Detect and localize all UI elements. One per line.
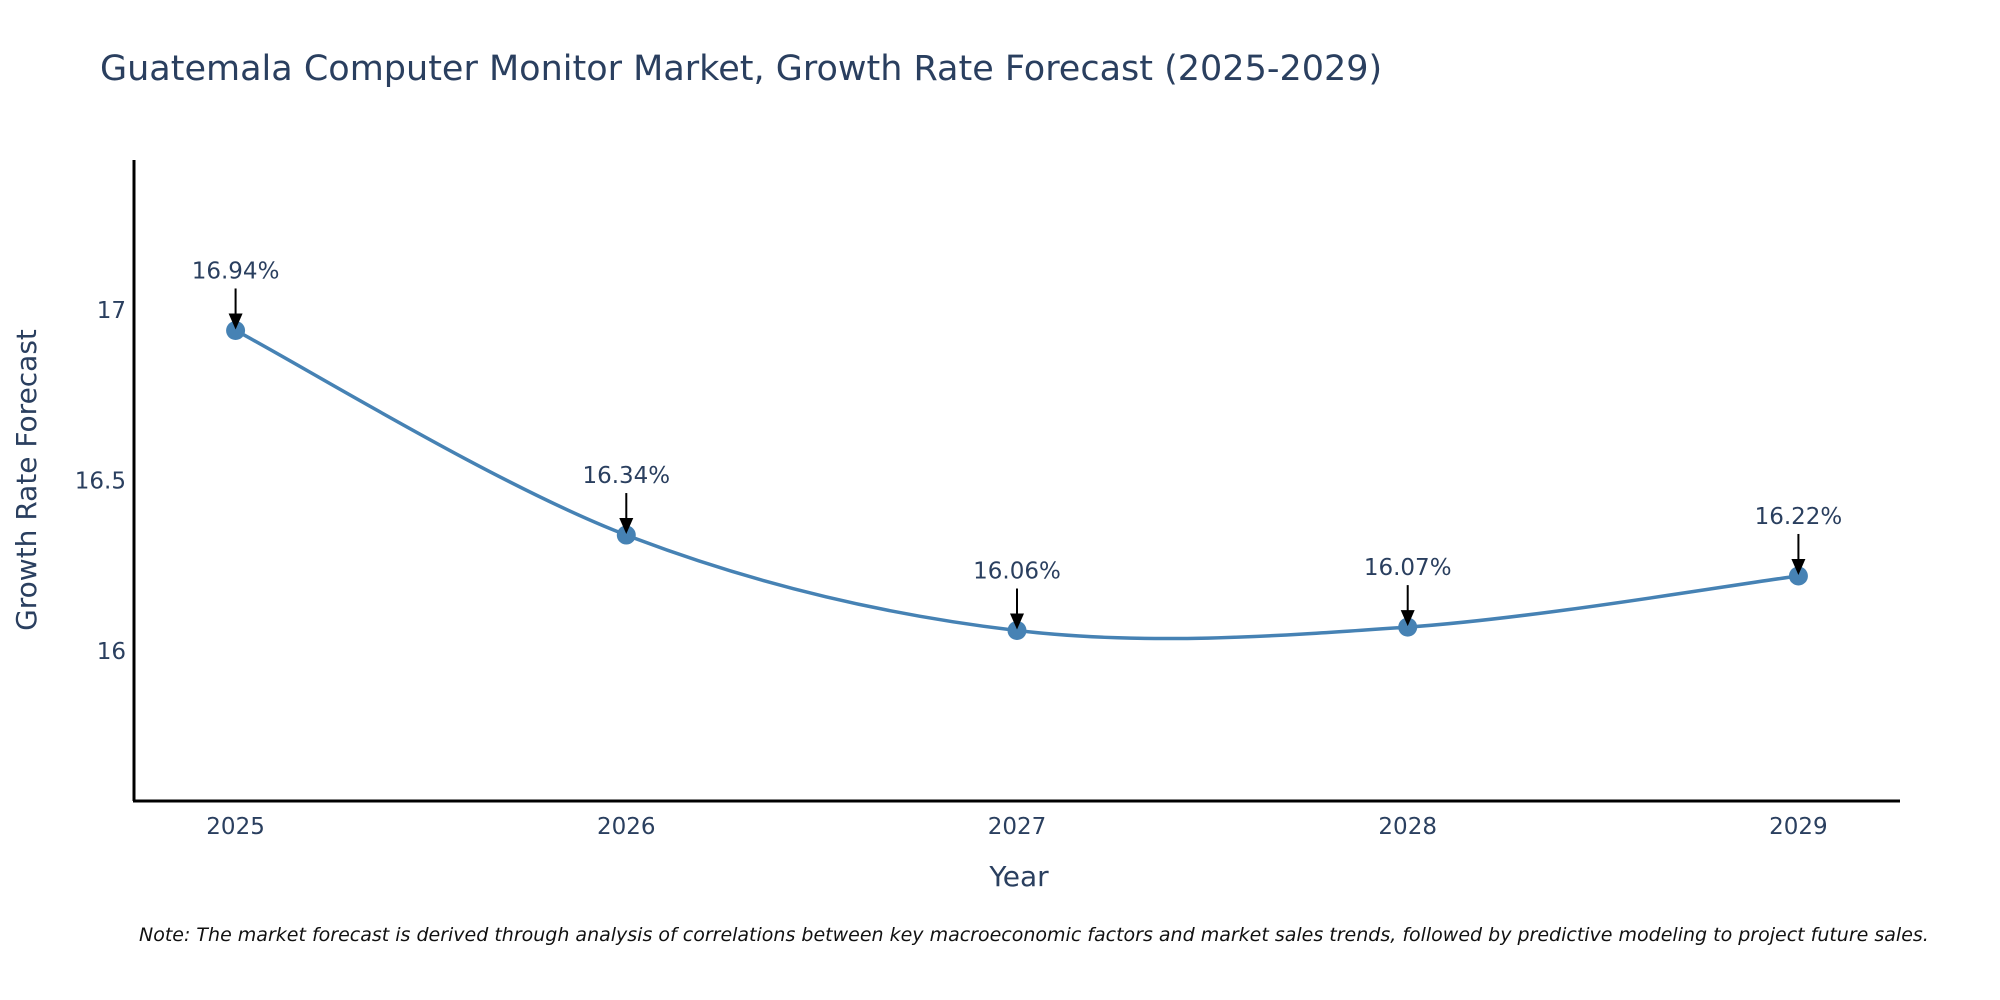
y-axis-ticks: 16 16.5 17 [75,298,126,665]
data-point [1788,566,1808,586]
y-tick-label: 17 [97,298,126,324]
data-label: 16.22% [1755,504,1843,530]
data-label-annotations: 16.94% 16.34% 16.06% 16.07% 16.22% [192,258,1843,630]
data-label: 16.06% [973,559,1061,585]
footnote: Note: The market forecast is derived thr… [139,924,1929,946]
data-markers [226,320,1808,641]
x-axis-ticks: 2025 2026 2027 2028 2029 [206,814,1827,840]
data-label: 16.94% [192,258,280,284]
data-point [616,525,636,545]
x-tick-label: 2025 [206,814,265,840]
y-axis-title: Growth Rate Forecast [10,329,43,631]
annotation-arrow-head [1791,558,1806,575]
y-tick-label: 16.5 [75,469,126,495]
data-label: 16.07% [1364,555,1452,581]
data-point [226,320,246,340]
data-label: 16.34% [582,463,670,489]
x-tick-label: 2029 [1769,814,1828,840]
annotation-arrow-head [1010,613,1024,630]
data-point [1398,617,1418,637]
chart-title: Guatemala Computer Monitor Market, Growt… [100,49,1382,89]
plot-area: 16.94% 16.34% 16.06% 16.07% 16.22% [192,258,1843,641]
x-tick-label: 2026 [597,814,656,840]
annotation-arrow-head [228,313,243,330]
annotation-arrow-head [1400,610,1415,627]
x-axis-title: Year [988,860,1049,893]
data-point [1007,621,1027,641]
x-tick-label: 2027 [988,814,1047,840]
series-line-growth-rate [234,328,1799,641]
x-tick-label: 2028 [1378,814,1437,840]
annotation-arrow-head [619,518,634,535]
y-tick-label: 16 [97,639,126,665]
